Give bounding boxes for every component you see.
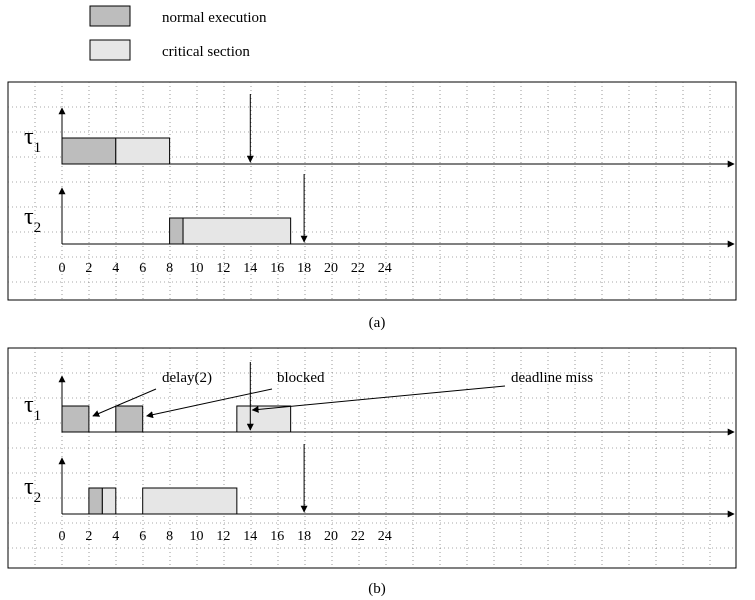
task-row-t2: τ2 [24, 174, 735, 248]
tick-label: 0 [59, 261, 66, 276]
annotation: delay(2) [92, 370, 212, 417]
tick-label: 12 [216, 529, 230, 544]
legend-label-critical: critical section [162, 44, 250, 60]
tick-label: 10 [190, 261, 204, 276]
tick-label: 16 [270, 529, 284, 544]
caption-b: (b) [368, 581, 386, 597]
task-label-subscript: 1 [34, 140, 42, 156]
legend-swatch-critical [89, 39, 131, 61]
panel-frame [7, 81, 737, 301]
tick-label: 2 [85, 261, 92, 276]
critical-section-block [115, 137, 171, 165]
tick-label: 0 [59, 529, 66, 544]
caption-a: (a) [369, 315, 386, 331]
normal-execution-block [61, 405, 90, 433]
annotation-label: blocked [277, 370, 325, 386]
tick-label: 20 [324, 529, 338, 544]
tick-label: 8 [166, 529, 173, 544]
task-label-subscript: 2 [34, 220, 42, 236]
tick-label: 6 [139, 261, 146, 276]
tick-label: 18 [297, 261, 311, 276]
task-label-subscript: 2 [34, 490, 42, 506]
task-label-subscript: 1 [34, 408, 42, 424]
critical-section-block [101, 487, 117, 515]
tick-label: 18 [297, 529, 311, 544]
tick-label: 22 [351, 261, 365, 276]
normal-execution-block [169, 217, 184, 245]
tick-label: 2 [85, 529, 92, 544]
annotation: deadline miss [251, 370, 593, 413]
normal-execution-block [88, 487, 103, 515]
annotation-arrow [251, 385, 506, 413]
tick-label: 6 [139, 529, 146, 544]
tick-labels: 0 2 4 6 8 10 12 14 16 18 20 22 24 [59, 261, 392, 276]
normal-execution-block [115, 405, 144, 433]
annotation: blocked [146, 370, 325, 419]
tick-label: 16 [270, 261, 284, 276]
tick-label: 20 [324, 261, 338, 276]
tick-label: 4 [112, 529, 119, 544]
task-row-t1: τ1 [24, 94, 735, 168]
tick-label: 14 [243, 529, 257, 544]
task-row-t1: τ1 [24, 362, 735, 436]
legend-label-normal: normal execution [162, 10, 267, 26]
task-row-t2: τ2 [24, 444, 735, 518]
critical-section-block [236, 405, 292, 433]
legend-swatch-normal [89, 5, 131, 27]
panel-frame [7, 347, 737, 569]
normal-execution-block [61, 137, 117, 165]
tick-label: 12 [216, 261, 230, 276]
annotation-label: delay(2) [162, 370, 212, 386]
tick-label: 22 [351, 529, 365, 544]
critical-section-block [182, 217, 292, 245]
tick-label: 4 [112, 261, 119, 276]
critical-section-block [142, 487, 238, 515]
tick-label: 14 [243, 261, 257, 276]
annotation-label: deadline miss [511, 370, 593, 386]
annotation-arrow [92, 388, 157, 417]
tick-labels: 0 2 4 6 8 10 12 14 16 18 20 22 24 [59, 529, 392, 544]
legend: normal execution critical section [89, 5, 267, 61]
tick-label: 8 [166, 261, 173, 276]
annotation-arrow [146, 388, 273, 419]
tick-label: 24 [378, 261, 392, 276]
tick-label: 24 [378, 529, 392, 544]
tick-label: 10 [190, 529, 204, 544]
